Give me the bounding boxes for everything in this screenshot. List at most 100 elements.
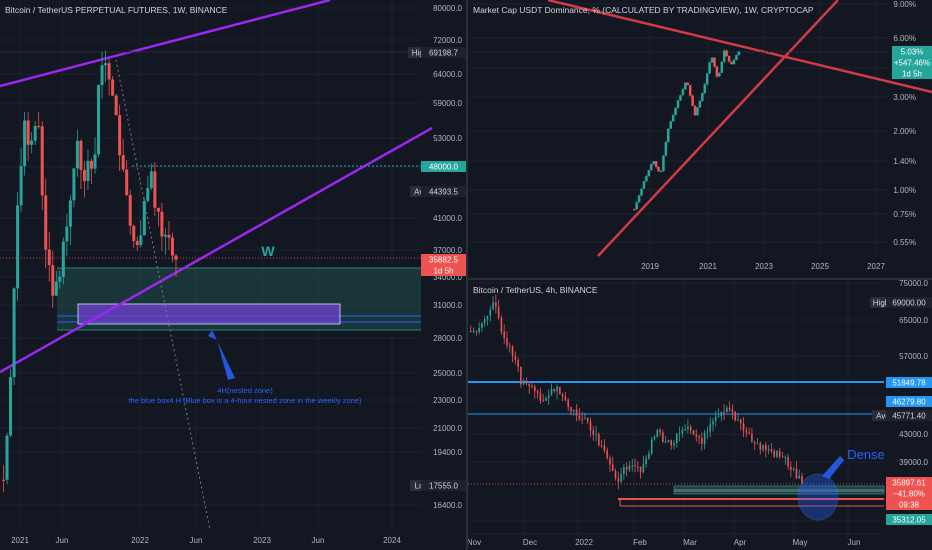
btc-4h-candle bbox=[603, 445, 606, 451]
btc-4h-candle bbox=[628, 465, 631, 470]
weekly-candle bbox=[174, 255, 178, 260]
weekly-chart[interactable]: 80000.0 72000.0 64000.0 59000.0 53000.0 48000… bbox=[0, 0, 466, 550]
time-axis-label: Jun bbox=[312, 536, 325, 545]
weekly-candle bbox=[132, 225, 136, 242]
btc-4h-candle bbox=[767, 449, 770, 451]
low-value: 35312.05 bbox=[892, 516, 926, 525]
usdt-dominance-candle bbox=[691, 95, 694, 106]
btc-4h-candle bbox=[695, 434, 698, 437]
usdt-change: +547.46% bbox=[894, 59, 930, 68]
btc-4h-candle bbox=[517, 359, 519, 367]
weekly-candle bbox=[156, 207, 160, 212]
btc-4h-candle bbox=[631, 465, 634, 467]
pane-divider-horizontal[interactable] bbox=[468, 278, 932, 280]
usdt-dominance-candle bbox=[737, 51, 741, 55]
btc-4h-candle bbox=[753, 441, 756, 444]
btc-4h-candle bbox=[687, 426, 689, 430]
btc-4h-candle bbox=[567, 400, 570, 408]
btc-4h-candle bbox=[564, 396, 567, 401]
usdt-dominance-candle bbox=[657, 167, 660, 172]
price-axis-label: 25000.0 bbox=[433, 369, 462, 378]
btc-4h-candle bbox=[667, 440, 670, 442]
btc-4h-candle bbox=[792, 468, 795, 470]
time-axis bbox=[0, 530, 421, 550]
btc-4h-candle bbox=[489, 309, 492, 316]
time-axis-label: Feb bbox=[633, 538, 647, 547]
usdt-dominance-chart[interactable]: 9.00%6.00%4.00%3.00%2.00%1.40%1.00%0.75%… bbox=[468, 0, 932, 278]
pane-divider-vertical[interactable] bbox=[466, 0, 468, 550]
usdt-dominance-candle bbox=[708, 62, 711, 74]
avg-value: 45771.40 bbox=[892, 412, 926, 421]
last-price-change-bg bbox=[886, 488, 932, 499]
dense-circle bbox=[797, 473, 839, 521]
usdt-dominance-candle bbox=[679, 95, 682, 101]
btc-4h-candle bbox=[653, 436, 656, 440]
btc-4h-candle bbox=[801, 475, 803, 484]
btc-4h-candle bbox=[756, 443, 759, 445]
btc-4h-candle bbox=[717, 416, 720, 418]
weekly-candle bbox=[160, 211, 164, 237]
last-price-countdown-bg bbox=[886, 499, 932, 510]
avg-value-bg bbox=[421, 186, 466, 197]
nested-zone-annotation-text: the blue box4 H (Blue box is a 4-hour ne… bbox=[128, 396, 362, 405]
usdt-dominance-candle bbox=[654, 161, 658, 168]
last-price-value-bg bbox=[886, 477, 932, 488]
usdt-last-value: 5.03% bbox=[901, 48, 924, 57]
usdt-dominance-candle bbox=[633, 209, 636, 211]
price-axis-label: 34000.0 bbox=[433, 273, 462, 282]
weekly-candle bbox=[65, 226, 69, 242]
btc-4h-candle bbox=[475, 330, 478, 332]
btc-4h-candle bbox=[790, 466, 792, 470]
price-axis-label: 39000.0 bbox=[899, 458, 928, 467]
btc-4h-candle bbox=[492, 302, 494, 310]
time-axis-label: 2023 bbox=[755, 262, 773, 271]
weekly-chart-pane[interactable]: 80000.0 72000.0 64000.0 59000.0 53000.0 48000… bbox=[0, 0, 466, 550]
btc-4h-candle bbox=[712, 420, 714, 425]
weekly-candle bbox=[9, 377, 13, 436]
weekly-candle bbox=[118, 115, 122, 156]
btc-4h-pane[interactable]: 75000.0 65000.0 57000.0 43000.0 39000.0 Nov De… bbox=[468, 280, 932, 550]
weekly-candle bbox=[135, 241, 139, 246]
low-value-bg bbox=[886, 514, 932, 525]
usdt-dominance-candle bbox=[640, 188, 643, 196]
usdt-dominance-candle bbox=[674, 107, 677, 116]
btc-4h-candle bbox=[745, 430, 748, 433]
weekly-candle bbox=[61, 241, 65, 277]
btc-4h-candle bbox=[611, 464, 614, 471]
price-axis-label: 3.00% bbox=[893, 93, 916, 102]
weekly-candle bbox=[111, 79, 115, 96]
time-axis-label: Nov bbox=[468, 538, 481, 547]
time-axis-label: Jun bbox=[56, 536, 69, 545]
price-axis-label: 19400.0 bbox=[433, 448, 462, 457]
usdt-dominance-candle bbox=[662, 155, 665, 172]
btc-4h-candle bbox=[714, 416, 717, 421]
weekly-candle bbox=[68, 200, 72, 227]
weekly-candle bbox=[167, 234, 171, 238]
btc-4h-candle bbox=[737, 419, 739, 421]
btc-4h-candle bbox=[508, 345, 511, 347]
btc-4h-candle bbox=[645, 458, 647, 465]
btc-4h-chart[interactable]: 75000.0 65000.0 57000.0 43000.0 39000.0 Nov De… bbox=[468, 280, 932, 550]
btc-4h-candle bbox=[739, 419, 742, 424]
btc-4h-candle bbox=[637, 466, 639, 468]
time-axis-label: Jun bbox=[190, 536, 203, 545]
weekly-candle bbox=[170, 237, 174, 256]
usdt-dominance-pane[interactable]: 9.00%6.00%4.00%3.00%2.00%1.40%1.00%0.75%… bbox=[468, 0, 932, 278]
usdt-dominance-candle bbox=[705, 73, 709, 85]
btc-4h-candle bbox=[617, 478, 620, 482]
price-axis-label: 16400.0 bbox=[433, 501, 462, 510]
time-axis-label: May bbox=[792, 538, 807, 547]
btc-4h-candle bbox=[748, 432, 750, 434]
time-axis-label: Mar bbox=[683, 538, 697, 547]
time-axis-label: 2023 bbox=[253, 536, 271, 545]
btc-4h-candle bbox=[723, 412, 725, 414]
weekly-chart-title: Bitcoin / TetherUS PERPETUAL FUTURES, 1W… bbox=[5, 5, 228, 15]
weekly-candle bbox=[58, 276, 62, 282]
btc-4h-candle bbox=[731, 409, 734, 412]
btc-4h-candle bbox=[531, 386, 533, 388]
btc-4h-candle bbox=[606, 450, 608, 458]
price-axis-label: 28000.0 bbox=[433, 334, 462, 343]
btc-4h-candle bbox=[584, 418, 586, 420]
btc-4h-candle bbox=[511, 346, 514, 357]
btc-4h-candle bbox=[787, 457, 789, 467]
